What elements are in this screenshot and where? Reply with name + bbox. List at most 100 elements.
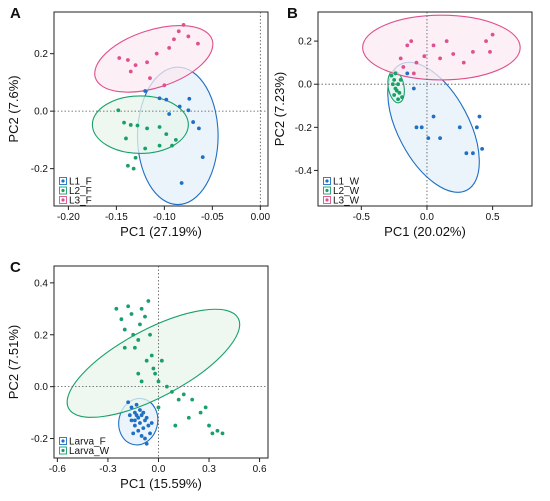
data-point-l2-w [394,88,399,93]
y-tick-label: 0.0 [34,107,48,118]
data-point-l3-w [461,60,466,65]
x-tick-label: -0.10 [153,212,176,223]
data-point-larva-f [134,402,139,407]
data-point-larva-w [129,312,134,316]
y-tick-label: -0.4 [295,166,313,177]
legend-key-dot [325,188,329,193]
legend-key-dot [61,198,65,202]
x-tick-label: -0.05 [201,212,224,223]
data-point-l1-w [474,125,479,130]
legend-key-dot [61,188,65,193]
legend-key-dot [325,198,329,202]
data-point-l2-f [164,132,169,137]
legend-key-dot [325,179,329,183]
data-point-larva-w [210,431,215,436]
data-point-l2-f [173,137,178,142]
plot-frame [53,11,269,207]
x-tick-label: -0.3 [99,464,117,475]
data-point-larva-w [198,410,203,415]
data-point-l2-w [392,93,397,97]
data-point-l3-w [488,49,492,54]
data-point-l1-w [438,136,442,141]
data-point-l1-w [414,125,419,130]
data-point-larva-w [139,306,144,311]
legend-label: L1_F [69,177,92,188]
data-point-l3-f [117,56,122,60]
data-point-larva-w [149,353,154,358]
data-point-larva-w [139,379,144,384]
data-point-l1-f [177,104,182,109]
data-point-larva-w [143,314,147,319]
data-point-l2-f [157,125,162,129]
data-point-l2-f [125,163,130,168]
data-point-l2-w [393,71,398,76]
data-point-larva-w [122,345,127,350]
data-point-l3-w [490,32,495,37]
data-point-l1-f [191,120,196,124]
data-point-l3-f [176,29,181,34]
data-point-larva-f [146,423,151,428]
data-point-l2-f [170,143,174,148]
data-point-larva-w [207,423,211,428]
data-point-larva-w [159,358,164,363]
data-point-larva-w [136,371,141,376]
data-point-larva-w [190,397,195,402]
y-tick-label: -0.2 [31,164,49,175]
data-point-larva-f [136,428,141,433]
data-point-l1-w [426,136,431,141]
data-point-l3-w [451,52,456,56]
data-point-larva-w [173,423,178,428]
data-point-larva-w [156,405,161,410]
data-point-l1-w [464,151,469,156]
legend-label: Larva_W [69,446,110,457]
y-tick-label: 0.0 [34,382,48,393]
data-point-larva-w [136,338,141,342]
data-point-l3-w [409,39,414,43]
y-axis-title: PC2 (7.6%) [6,75,21,142]
data-point-larva-w [126,304,131,309]
data-point-larva-w [156,379,161,384]
data-point-l1-f [157,96,162,101]
data-point-l1-w [471,151,475,156]
data-point-l3-f [196,41,200,46]
y-tick-label: 0.0 [298,80,312,91]
legend: L1_WL2_WL3_W [323,177,360,207]
data-point-l1-f [187,96,192,101]
data-point-larva-w [146,299,151,303]
data-point-l2-f [157,143,162,148]
y-axis-title: PC2 (7.23%) [272,72,287,146]
data-point-larva-f [139,434,144,438]
data-point-larva-f [141,426,146,431]
legend: L1_FL2_FL3_F [59,177,92,207]
data-point-larva-w [122,327,127,332]
y-tick-label: 0.2 [34,330,48,341]
data-point-l2-w [390,82,395,87]
panel-letter: C [10,259,21,276]
x-axis-title: PC1 (15.59%) [120,476,202,491]
y-tick-label: -0.2 [31,434,49,445]
data-point-l3-w [401,65,406,69]
x-tick-label: 0.0 [152,464,166,475]
data-point-l1-f [167,112,172,116]
data-point-larva-w [170,389,174,394]
legend-label: L3_W [333,196,360,207]
data-point-l1-w [411,86,416,91]
x-axis-title: PC1 (20.02%) [384,224,466,239]
data-point-l3-f [186,34,191,39]
data-point-l2-f [143,146,148,151]
data-point-l3-w [422,54,427,59]
data-point-larva-w [114,306,119,311]
panel-letter: A [10,5,21,22]
data-point-l1-f [143,89,148,93]
plot-frame [317,11,533,207]
data-point-l3-w [414,60,419,65]
data-point-larva-w [138,322,142,327]
data-point-larva-f [126,400,131,405]
data-point-larva-f [132,418,137,423]
x-tick-label: 0.6 [253,464,267,475]
data-point-larva-w [220,431,225,436]
data-point-l3-w [411,71,416,76]
data-point-l2-w [398,78,403,82]
